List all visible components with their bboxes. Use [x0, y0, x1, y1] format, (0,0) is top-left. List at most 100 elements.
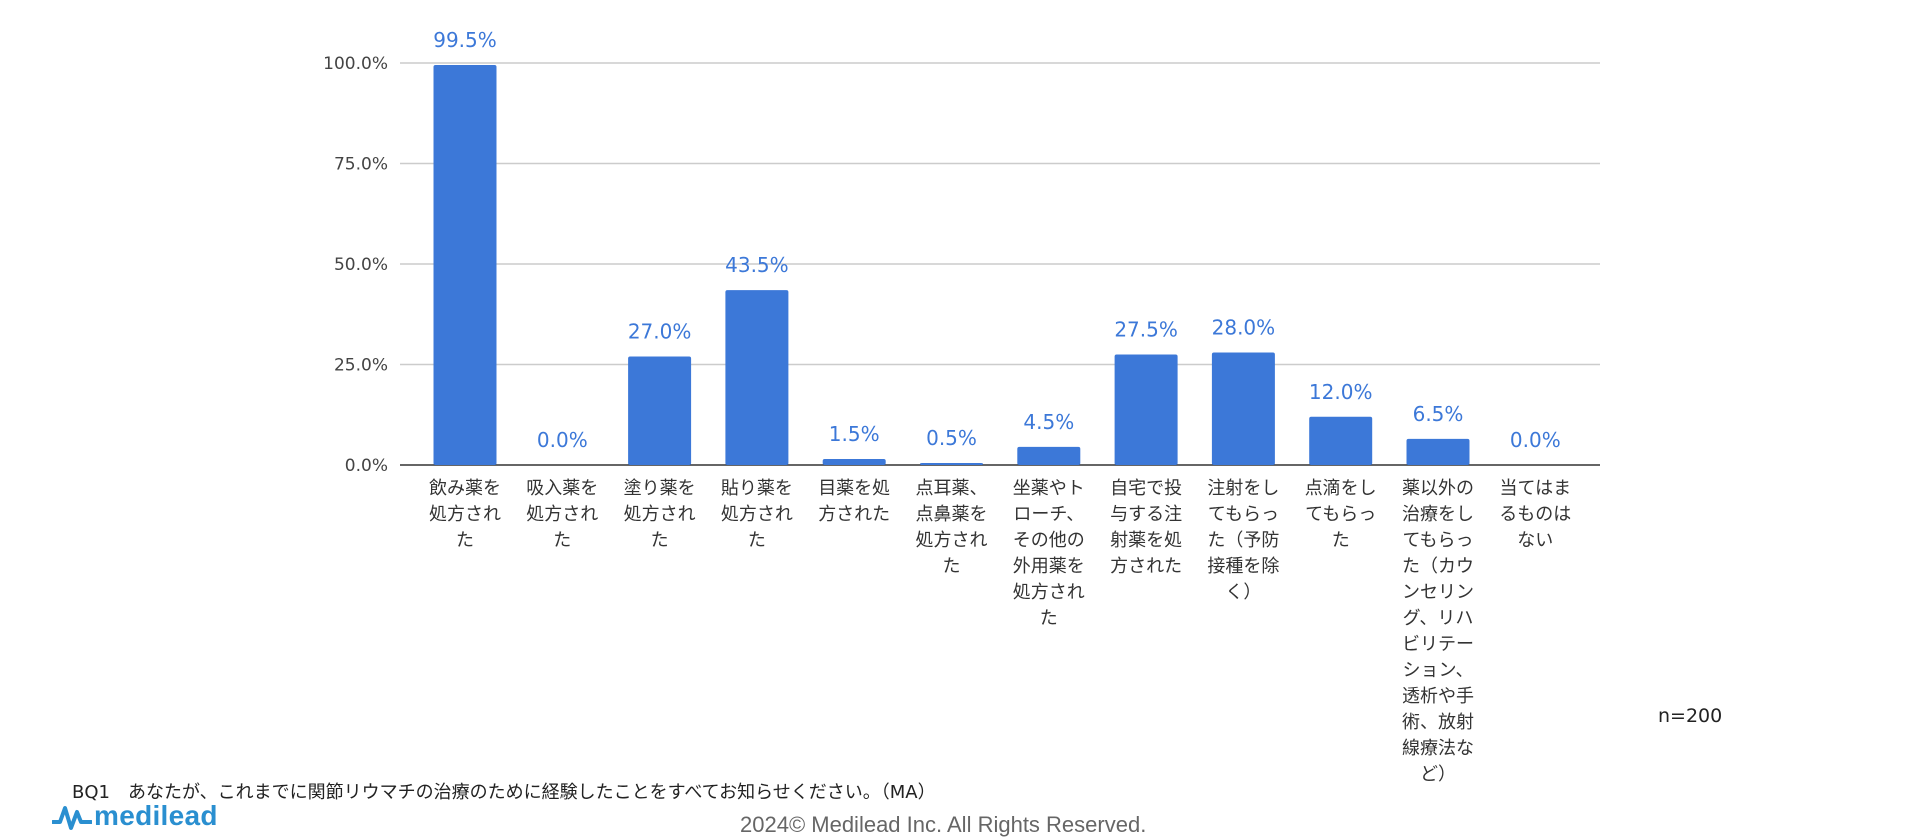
bar	[920, 462, 983, 465]
y-tick-label: 75.0%	[334, 155, 388, 175]
x-tick-label-line: 注射をし	[1207, 478, 1279, 499]
data-label: 6.5%	[1413, 402, 1464, 426]
x-tick-label-line: てもらっ	[1208, 504, 1279, 525]
data-label: 1.5%	[829, 422, 880, 446]
x-tick-label-line: 線療法な	[1402, 738, 1474, 759]
grid-layer	[400, 62, 1600, 466]
x-tick-label-line: 処方され	[429, 504, 501, 525]
x-tick-label-line: た	[456, 530, 474, 551]
x-tick-label-line: ローチ、	[1013, 504, 1084, 525]
x-tick-label-line: た	[553, 530, 571, 551]
x-tick-label-line: ない	[1517, 530, 1553, 551]
x-tick-label-line: 与する注	[1110, 504, 1182, 525]
data-label: 43.5%	[725, 253, 789, 277]
x-tick-label: 飲み薬を処方された	[429, 478, 501, 551]
logo-text: medilead	[94, 800, 218, 831]
x-tick-label-line: 貼り薬を	[721, 478, 793, 499]
x-tick-label-line: るものは	[1499, 504, 1571, 525]
x-tick-label-line: ビリテー	[1402, 634, 1474, 655]
bar	[1114, 354, 1178, 465]
x-tick-label-line: 処方され	[721, 504, 793, 525]
x-tick-label-line: 自宅で投	[1110, 478, 1182, 499]
bar	[725, 290, 789, 465]
x-tick-label-line: た	[651, 530, 669, 551]
data-label: 28.0%	[1212, 315, 1276, 339]
sample-size-note: n=200	[1658, 705, 1723, 727]
x-tick-label-line: 透析や手	[1402, 686, 1474, 707]
bar	[1309, 416, 1373, 465]
bar-chart: 0.0%25.0%50.0%75.0%100.0%99.5%飲み薬を処方された0…	[323, 28, 1600, 785]
x-tick-label-line: た	[943, 556, 961, 577]
bar	[822, 458, 886, 465]
x-tick-label-line: その他の	[1013, 530, 1085, 551]
x-tick-label-line: 点鼻薬を	[916, 504, 988, 525]
x-tick-label: 貼り薬を処方された	[721, 478, 793, 551]
x-tick-label-line: 坐薬やト	[1013, 478, 1085, 499]
x-tick-label: 点耳薬、点鼻薬を処方された	[916, 478, 988, 577]
x-tick-label: 点滴をしてもらった	[1305, 478, 1377, 551]
company-logo: medilead	[52, 800, 218, 832]
x-tick-label-line: 方された	[1110, 556, 1182, 577]
x-tick-label-line: 処方され	[624, 504, 696, 525]
data-label: 27.5%	[1114, 317, 1178, 341]
x-tick-label-line: 接種を除	[1207, 556, 1279, 577]
bar	[1017, 446, 1081, 465]
x-tick-label-line: てもらっ	[1305, 504, 1376, 525]
x-tick-label: 目薬を処方された	[818, 478, 890, 525]
x-tick-label-line: 当てはま	[1499, 478, 1571, 499]
copyright-notice: 2024© Medilead Inc. All Rights Reserved.	[740, 812, 1147, 837]
x-tick-label-line: 目薬を処	[818, 478, 890, 499]
bar	[628, 356, 692, 465]
y-tick-label: 50.0%	[334, 255, 388, 275]
data-label: 0.5%	[926, 426, 977, 450]
y-tick-label: 25.0%	[334, 356, 388, 376]
bar	[1406, 438, 1470, 465]
x-tick-label-line: く）	[1225, 582, 1261, 603]
x-tick-label-line: 処方され	[916, 530, 988, 551]
x-tick-label: 注射をしてもらった（予防接種を除く）	[1207, 478, 1279, 603]
x-tick-label-line: 方された	[818, 504, 890, 525]
pulse-wave-icon	[52, 806, 92, 830]
x-tick-label-line: グ、リハ	[1403, 608, 1474, 629]
x-tick-label-line: 治療をし	[1402, 504, 1474, 525]
data-label: 0.0%	[1510, 428, 1561, 452]
x-tick-label: 自宅で投与する注射薬を処方された	[1110, 478, 1182, 577]
x-tick-label-line: 射薬を処	[1110, 530, 1182, 551]
x-tick-label-line: ンセリン	[1402, 582, 1474, 603]
x-tick-label-line: ど）	[1420, 764, 1456, 785]
x-tick-label-line: 飲み薬を	[429, 478, 501, 499]
x-tick-label-line: た（カウ	[1402, 556, 1474, 577]
x-tick-label-line: 吸入薬を	[526, 478, 598, 499]
y-tick-label: 100.0%	[323, 54, 388, 74]
x-tick-label-line: ション、	[1403, 660, 1474, 681]
bar-layer	[433, 65, 1470, 465]
data-label: 0.0%	[537, 428, 588, 452]
x-tick-label-line: 点耳薬、	[916, 478, 988, 499]
x-tick-label-line: 処方され	[526, 504, 598, 525]
data-label: 99.5%	[433, 28, 497, 52]
x-tick-label-line: 薬以外の	[1402, 478, 1474, 499]
x-tick-label-line: た	[748, 530, 766, 551]
y-tick-label: 0.0%	[345, 456, 388, 476]
data-label: 27.0%	[628, 319, 692, 343]
x-tick-label-line: た（予防	[1207, 530, 1279, 551]
x-tick-label: 坐薬やトローチ、その他の外用薬を処方された	[1013, 478, 1085, 629]
x-tick-label-line: 処方され	[1013, 582, 1085, 603]
x-tick-label: 薬以外の治療をしてもらった（カウンセリング、リハビリテーション、透析や手術、放射…	[1402, 478, 1474, 785]
bar	[1211, 352, 1275, 465]
x-tick-label: 塗り薬を処方された	[624, 477, 696, 551]
x-tick-label-line: た	[1332, 530, 1350, 551]
x-tick-label-line: た	[1040, 608, 1058, 629]
x-tick-label-line: 塗り薬を	[624, 477, 696, 499]
x-tick-label: 吸入薬を処方された	[526, 478, 598, 551]
x-tick-label-line: 点滴をし	[1305, 478, 1377, 499]
x-tick-label-line: 外用薬を	[1013, 556, 1085, 577]
x-tick-label-line: てもらっ	[1402, 530, 1473, 551]
x-tick-label: 当てはまるものはない	[1499, 478, 1571, 551]
data-label: 4.5%	[1023, 410, 1074, 434]
bar	[433, 65, 497, 465]
question-caption: BQ1 あなたが、これまでに関節リウマチの治療のために経験したことをすべてお知ら…	[72, 782, 936, 803]
data-label: 12.0%	[1309, 380, 1373, 404]
label-layer: 0.0%25.0%50.0%75.0%100.0%99.5%飲み薬を処方された0…	[323, 28, 1571, 785]
x-tick-label-line: 術、放射	[1402, 712, 1474, 733]
